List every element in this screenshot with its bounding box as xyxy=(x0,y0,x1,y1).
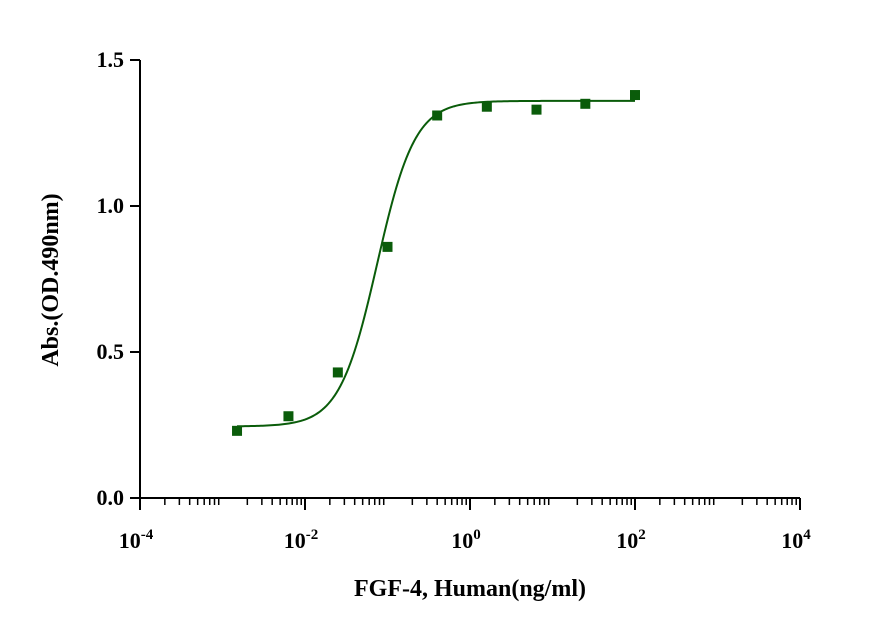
y-axis-title: Abs.(OD.490nm) xyxy=(38,193,64,366)
x-axis-title: FGF-4, Human(ng/ml) xyxy=(354,576,586,602)
ticks: 0.0 0.5 1.0 1.5 10-4 10-2 100 102 104 xyxy=(97,47,812,553)
x-tick-label: 104 xyxy=(781,527,811,553)
fit-curve xyxy=(237,99,635,428)
x-tick-label: 102 xyxy=(616,527,646,553)
data-point xyxy=(432,110,443,121)
y-tick-label: 1.0 xyxy=(97,193,125,218)
y-tick-label: 1.5 xyxy=(97,47,125,72)
data-point xyxy=(481,101,492,112)
y-tick-label: 0.0 xyxy=(97,485,125,510)
data-point xyxy=(630,90,640,101)
data-point xyxy=(232,425,243,436)
data-points xyxy=(232,90,640,436)
data-point xyxy=(382,241,393,252)
x-tick-label: 100 xyxy=(451,527,481,553)
fit-curve-layer xyxy=(237,99,635,428)
data-point xyxy=(531,104,542,115)
x-tick-label: 10-4 xyxy=(119,527,154,553)
y-tick-label: 0.5 xyxy=(97,339,125,364)
data-point xyxy=(283,411,294,422)
x-tick-label: 10-2 xyxy=(284,527,319,553)
data-point xyxy=(580,98,591,109)
data-point xyxy=(332,367,343,378)
